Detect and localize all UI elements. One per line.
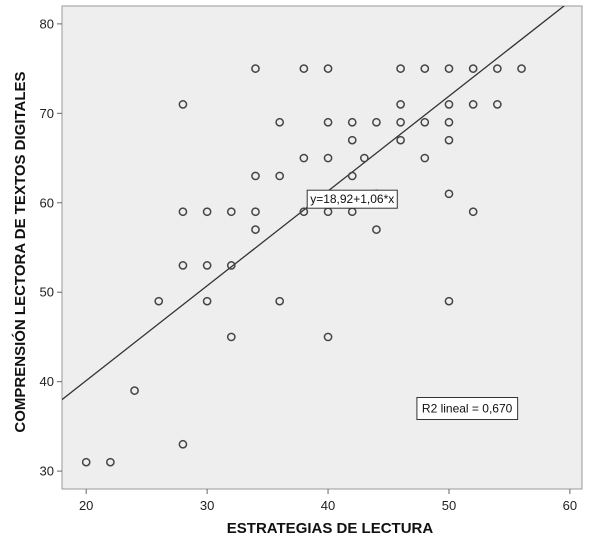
data-point <box>347 171 357 181</box>
data-point <box>202 261 212 270</box>
data-point <box>178 207 188 217</box>
data-point <box>444 135 454 145</box>
data-point <box>468 207 478 217</box>
data-point <box>420 153 430 163</box>
data-point <box>251 225 260 234</box>
r2-box <box>416 397 519 420</box>
y-tick-label: 40 <box>40 374 54 389</box>
r2-label: R2 lineal = 0,670 <box>422 402 513 416</box>
data-point <box>347 117 357 127</box>
data-point <box>420 64 430 73</box>
y-tick-label: 80 <box>40 16 54 31</box>
data-point <box>323 332 333 342</box>
data-point <box>444 100 454 109</box>
data-point <box>226 207 236 217</box>
y-axis-title: COMPRENSIÓN LECTORA DE TEXTOS DIGITALES <box>11 71 29 432</box>
data-point <box>275 117 285 127</box>
data-point <box>420 117 430 127</box>
y-tick-label: 50 <box>40 285 54 300</box>
data-point <box>372 117 381 127</box>
x-tick-label: 60 <box>563 498 577 513</box>
data-point <box>347 135 357 145</box>
data-point <box>106 457 115 467</box>
data-point <box>468 100 478 109</box>
y-tick-label: 70 <box>40 106 54 121</box>
y-tick-label: 30 <box>40 464 54 479</box>
data-point <box>251 207 260 217</box>
x-tick-label: 40 <box>321 498 335 513</box>
data-point <box>444 64 454 73</box>
data-point <box>444 117 454 127</box>
fit-equation-label: y=18,92+1,06*x <box>310 192 394 206</box>
data-point <box>299 64 309 73</box>
data-point <box>226 332 236 342</box>
data-point <box>299 153 309 163</box>
data-point <box>275 171 285 181</box>
data-point <box>492 64 502 73</box>
data-point <box>202 296 212 306</box>
data-point <box>517 64 526 73</box>
data-point <box>468 64 478 73</box>
data-point <box>444 296 454 306</box>
x-axis-title: ESTRATEGIAS DE LECTURA <box>227 520 434 537</box>
y-tick-label: 60 <box>40 195 54 210</box>
data-point <box>396 135 405 145</box>
data-point <box>444 189 454 199</box>
x-tick-label: 20 <box>79 498 93 513</box>
data-point <box>323 117 333 127</box>
data-point <box>178 261 188 270</box>
data-point <box>202 207 212 217</box>
data-point <box>396 117 405 127</box>
fit-equation-box <box>306 189 398 209</box>
data-point <box>359 153 369 163</box>
data-point <box>130 386 139 395</box>
x-tick-label: 30 <box>200 498 214 513</box>
data-point <box>323 64 333 73</box>
data-point <box>251 64 260 73</box>
data-point <box>154 296 164 306</box>
x-tick-label: 50 <box>442 498 456 513</box>
data-point <box>81 457 91 467</box>
data-point <box>275 296 285 306</box>
data-point <box>372 225 381 234</box>
data-point <box>251 171 260 181</box>
data-point <box>178 439 188 449</box>
data-point <box>396 100 405 109</box>
data-point <box>492 100 502 109</box>
data-point <box>226 261 236 270</box>
data-point <box>178 100 188 109</box>
data-point <box>396 64 405 73</box>
data-point <box>299 207 309 217</box>
data-point <box>323 153 333 163</box>
